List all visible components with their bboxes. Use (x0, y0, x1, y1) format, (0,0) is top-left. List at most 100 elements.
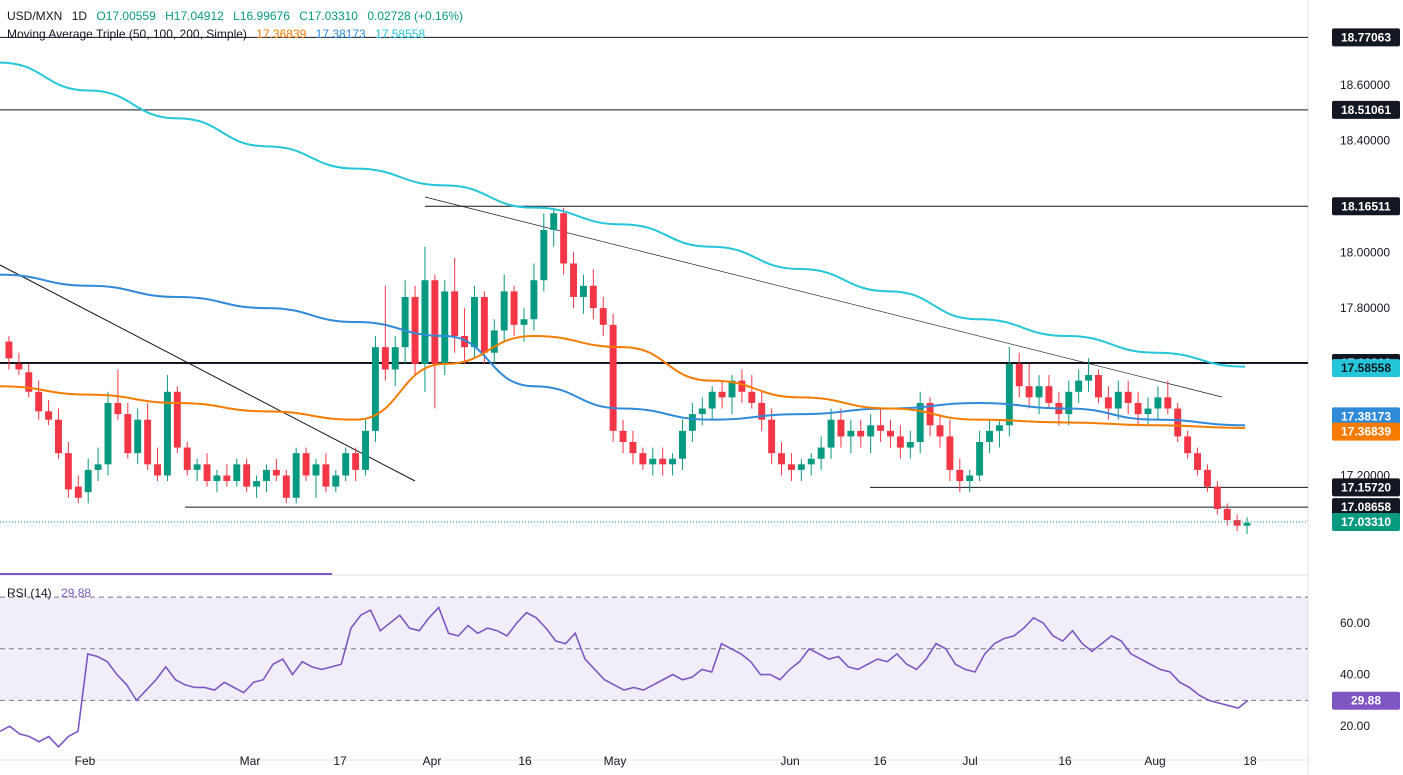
candle-body (163, 391, 171, 476)
candle-body (55, 419, 62, 454)
candle-body (371, 347, 379, 431)
high-value: H17.04912 (165, 9, 224, 23)
ma-label: Moving Average Triple (50, 100, 200, Sim… (7, 27, 247, 41)
candle-body (302, 453, 310, 476)
candle-body (1065, 391, 1073, 415)
candle-body (124, 414, 132, 454)
time-tick-label: Jul (962, 754, 977, 768)
candle-body (540, 230, 548, 281)
candle-body (738, 380, 746, 392)
candle-body (144, 419, 152, 465)
candle-body (1085, 375, 1093, 381)
price-label: 17.03310 (1341, 515, 1391, 529)
candle-body (173, 391, 181, 448)
candle-body (282, 475, 290, 498)
level-label-bg (1332, 478, 1400, 497)
rsi-label: RSI (14) (7, 586, 52, 600)
candle-body (877, 425, 885, 431)
time-tick-label: 16 (1058, 754, 1072, 768)
candle-body (1203, 469, 1211, 487)
candle-body (193, 464, 201, 470)
price-label: 17.38173 (1341, 409, 1391, 423)
candle-body (223, 475, 231, 482)
level-label-bg (1332, 498, 1400, 517)
rsi-value: 29.88 (61, 586, 92, 600)
candle-body (946, 436, 954, 470)
level-label-bg (1332, 197, 1400, 216)
candle-body (510, 291, 518, 325)
price-label-bg (1332, 513, 1400, 532)
level-label: 17.15720 (1341, 480, 1391, 494)
candle-body (5, 341, 13, 359)
candle-body (1134, 402, 1142, 415)
candle-body (659, 458, 667, 465)
level-label: 17.08658 (1341, 500, 1391, 514)
candle-body (1114, 391, 1122, 409)
price-label-bg (1332, 407, 1400, 426)
candle-body (936, 425, 944, 437)
candle-body (1164, 397, 1172, 409)
candle-body (1035, 386, 1043, 398)
candle-body (708, 391, 716, 409)
trendline-upper (424, 196, 1223, 398)
candle-body (1233, 520, 1241, 526)
candle-body (362, 430, 369, 470)
symbol-legend: USD/MXN 1D O17.00559 H17.04912 L16.99676… (7, 9, 469, 23)
price-axis: 18.60000 18.40000 18.00000 17.80000 17.20000… (0, 78, 1400, 532)
candle-body (263, 469, 270, 482)
rsi-tick-label: 20.00 (1340, 719, 1370, 733)
ma-legend: Moving Average Triple (50, 100, 200, Sim… (7, 27, 431, 41)
candle-body (292, 453, 300, 498)
candle-body (233, 464, 241, 482)
time-tick-label: May (604, 754, 627, 768)
candle-body (698, 408, 706, 415)
candle-body (728, 380, 736, 398)
candle-body (74, 486, 82, 498)
chart-grid (0, 0, 1309, 775)
candle-body (797, 464, 805, 470)
trendlines (0, 196, 1223, 482)
candlesticks (5, 207, 1251, 535)
candle-body (560, 213, 568, 264)
candle-body (45, 411, 53, 420)
candle-body (817, 447, 825, 459)
candle-body (1104, 397, 1112, 409)
candle-body (857, 430, 865, 437)
candle-body (570, 263, 577, 297)
candle-body (243, 464, 251, 487)
candle-body (104, 402, 112, 465)
candle-body (35, 391, 43, 412)
level-label: 18.77063 (1341, 30, 1391, 44)
candle-body (1005, 363, 1013, 426)
candle-body (213, 475, 221, 482)
candle-body (342, 453, 350, 476)
time-tick-label: Feb (75, 754, 96, 768)
candle-body (1223, 508, 1231, 521)
candle-body (421, 280, 429, 364)
candle-body (1025, 386, 1033, 398)
candle-body (1174, 408, 1182, 437)
candle-body (451, 291, 459, 336)
candle-body (589, 285, 597, 309)
ma50-line (0, 334, 1246, 430)
candle-body (520, 319, 528, 325)
candle-body (896, 436, 904, 448)
rsi-value-label: 29.88 (1351, 694, 1381, 708)
candle-body (15, 363, 23, 370)
candle-body (411, 296, 419, 364)
candle-body (1045, 386, 1053, 403)
candle-body (787, 464, 795, 470)
close-value: C17.03310 (299, 9, 358, 23)
time-tick-label: 16 (873, 754, 887, 768)
price-tick-label: 18.40000 (1340, 134, 1390, 148)
candle-body (441, 291, 449, 364)
price-tick-label: 17.80000 (1340, 301, 1390, 315)
candle-body (312, 464, 320, 476)
candle-body (1213, 486, 1221, 509)
candle-body (64, 453, 72, 490)
candle-body (431, 280, 439, 364)
candle-body (599, 308, 607, 325)
candle-body (778, 453, 785, 465)
price-tick-label: 18.60000 (1340, 78, 1390, 92)
